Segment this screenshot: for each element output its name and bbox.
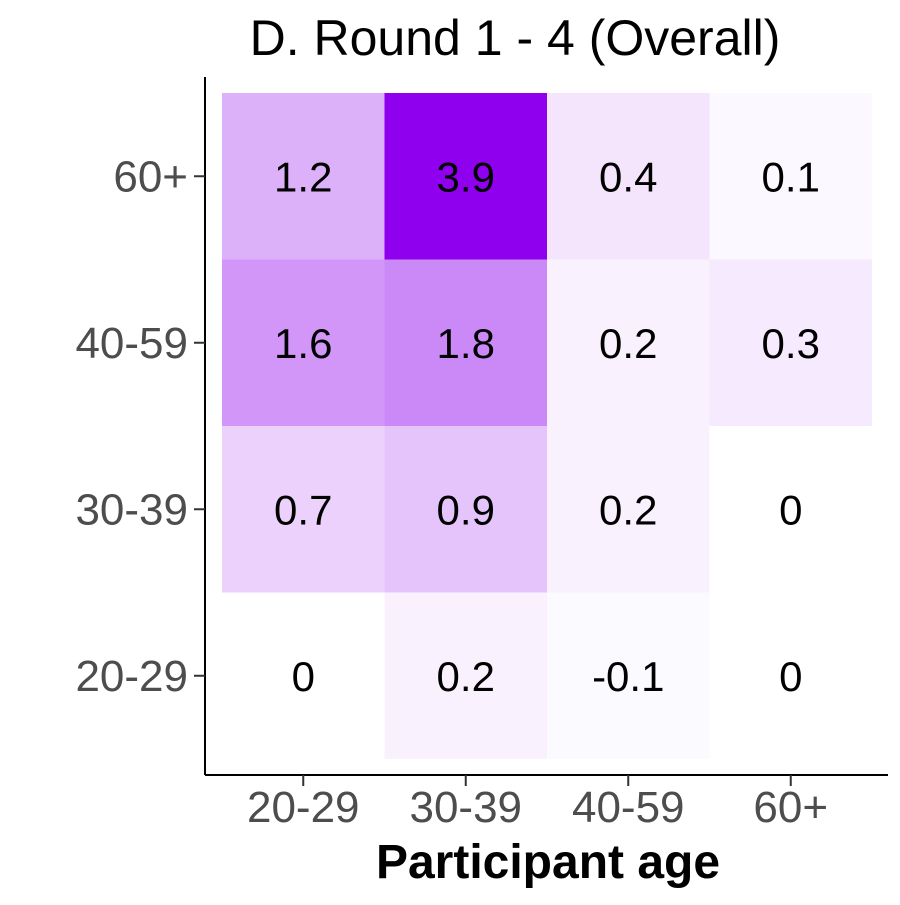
- y-tick-label: 40-59: [75, 319, 188, 368]
- heatmap-cell-40-59-60+: [709, 259, 872, 426]
- x-tick-label: 20-29: [247, 783, 360, 832]
- chart-title: D. Round 1 - 4 (Overall): [250, 10, 781, 66]
- cell-value-label: 0.4: [599, 153, 657, 200]
- heatmap-cell-40-59-40-59: [547, 259, 710, 426]
- heatmap-cell-30-39-60+: [709, 426, 872, 593]
- heatmap-cell-20-29-40-59: [547, 592, 710, 759]
- heatmap-cells: [222, 93, 872, 759]
- heatmap-cell-60+-30-39: [384, 93, 547, 260]
- x-tick-label: 30-39: [409, 783, 522, 832]
- heatmap-cell-40-59-30-39: [384, 259, 547, 426]
- heatmap-cell-20-29-30-39: [384, 592, 547, 759]
- y-tick-label: 30-39: [75, 485, 188, 534]
- cell-value-label: 0: [779, 653, 802, 700]
- heatmap-cell-60+-20-29: [222, 93, 385, 260]
- heatmap-cell-20-29-60+: [709, 592, 872, 759]
- cell-value-label: 0.2: [599, 320, 657, 367]
- cell-value-label: 0.9: [437, 486, 495, 533]
- cell-value-label: 0: [292, 653, 315, 700]
- cell-value-label: -0.1: [592, 653, 664, 700]
- heatmap-cell-60+-60+: [709, 93, 872, 260]
- heatmap-cell-labels: 0 0.2 -0.1 0 0.7 0.9 0.2 0 1.6 1.8 0.2 0.3 1.2 3.9 0.4…: [274, 153, 820, 700]
- cell-value-label: 0.1: [762, 153, 820, 200]
- cell-value-label: 0.7: [274, 486, 332, 533]
- x-tick-label: 60+: [753, 783, 828, 832]
- cell-value-label: 3.9: [437, 153, 495, 200]
- heatmap-cell-30-39-40-59: [547, 426, 710, 593]
- cell-value-label: 0.3: [762, 320, 820, 367]
- heatmap-cell-60+-40-59: [547, 93, 710, 260]
- cell-value-label: 0: [779, 486, 802, 533]
- x-axis-title: Participant age: [376, 836, 720, 889]
- cell-value-label: 1.2: [274, 153, 332, 200]
- cell-value-label: 0.2: [437, 653, 495, 700]
- x-axis-ticks: 20-29 30-39 40-59 60+: [247, 775, 828, 832]
- y-axis-ticks: 20-29 30-39 40-59 60+: [75, 152, 205, 701]
- heatmap-cell-20-29-20-29: [222, 592, 385, 759]
- heatmap-cell-30-39-20-29: [222, 426, 385, 593]
- y-tick-label: 60+: [113, 152, 188, 201]
- heatmap-cell-40-59-20-29: [222, 259, 385, 426]
- heatmap-cell-30-39-30-39: [384, 426, 547, 593]
- y-tick-label: 20-29: [75, 652, 188, 701]
- cell-value-label: 0.2: [599, 486, 657, 533]
- x-tick-label: 40-59: [572, 783, 685, 832]
- cell-value-label: 1.8: [437, 320, 495, 367]
- cell-value-label: 1.6: [274, 320, 332, 367]
